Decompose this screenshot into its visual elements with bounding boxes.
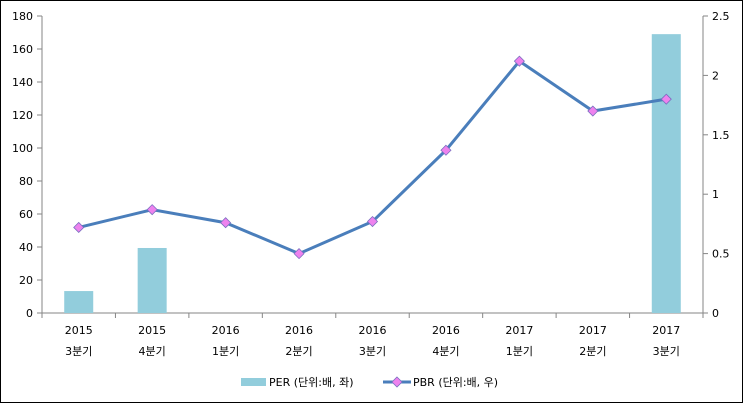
pbr-marker xyxy=(73,221,85,234)
x-tick-label-year: 2015 xyxy=(65,324,93,337)
left-tick-label: 180 xyxy=(12,10,33,23)
x-tick-label-quarter: 4분기 xyxy=(432,345,459,358)
pbr-marker xyxy=(293,248,305,260)
x-tick-label-year: 2016 xyxy=(359,324,387,337)
left-tick-label: 140 xyxy=(12,76,33,89)
right-tick-label: 2 xyxy=(712,69,719,82)
x-tick-label-quarter: 1분기 xyxy=(506,345,533,358)
x-tick-label-year: 2016 xyxy=(432,324,460,337)
x-tick-label-year: 2015 xyxy=(138,324,166,337)
right-tick-label: 0 xyxy=(712,307,719,320)
left-tick-label: 120 xyxy=(12,109,33,122)
x-tick-label-year: 2016 xyxy=(212,324,240,337)
x-tick-label-quarter: 3분기 xyxy=(359,345,386,358)
left-tick-label: 20 xyxy=(19,274,33,287)
left-tick-label: 0 xyxy=(26,307,33,320)
x-tick-label-quarter: 3분기 xyxy=(653,345,680,358)
right-tick-label: 1.5 xyxy=(712,129,730,142)
x-tick-label-year: 2016 xyxy=(285,324,313,337)
pbr-marker xyxy=(660,93,672,105)
right-tick-label: 2.5 xyxy=(712,10,730,23)
pbr-marker xyxy=(220,217,232,229)
x-tick-label-quarter: 2분기 xyxy=(579,345,606,358)
x-tick-label-quarter: 3분기 xyxy=(65,345,92,358)
left-tick-label: 80 xyxy=(19,175,33,188)
x-tick-label-quarter: 4분기 xyxy=(139,345,166,358)
x-tick-label-quarter: 1분기 xyxy=(212,345,239,358)
legend-pbr-label: PBR (단위:배, 우) xyxy=(413,376,498,389)
per-bar xyxy=(137,247,167,313)
pbr-marker xyxy=(513,55,525,67)
x-tick-label-year: 2017 xyxy=(505,324,533,337)
pbr-marker xyxy=(587,105,599,117)
right-tick-label: 0.5 xyxy=(712,248,730,261)
pbr-marker xyxy=(366,215,379,228)
legend-per-label: PER (단위:배, 좌) xyxy=(269,376,354,389)
per-bar xyxy=(651,34,681,314)
legend-per-swatch xyxy=(241,378,266,386)
pbr-marker xyxy=(440,144,452,156)
left-tick-label: 60 xyxy=(19,208,33,221)
legend-pbr-marker xyxy=(391,376,403,388)
left-tick-label: 100 xyxy=(12,142,33,155)
x-tick-label-quarter: 2분기 xyxy=(285,345,312,358)
x-tick-label-year: 2017 xyxy=(652,324,680,337)
left-tick-label: 160 xyxy=(12,43,33,56)
pbr-marker xyxy=(146,204,158,216)
left-tick-label: 40 xyxy=(19,241,33,254)
x-tick-label-year: 2017 xyxy=(579,324,607,337)
right-tick-label: 1 xyxy=(712,188,719,201)
per-bar xyxy=(64,291,94,313)
